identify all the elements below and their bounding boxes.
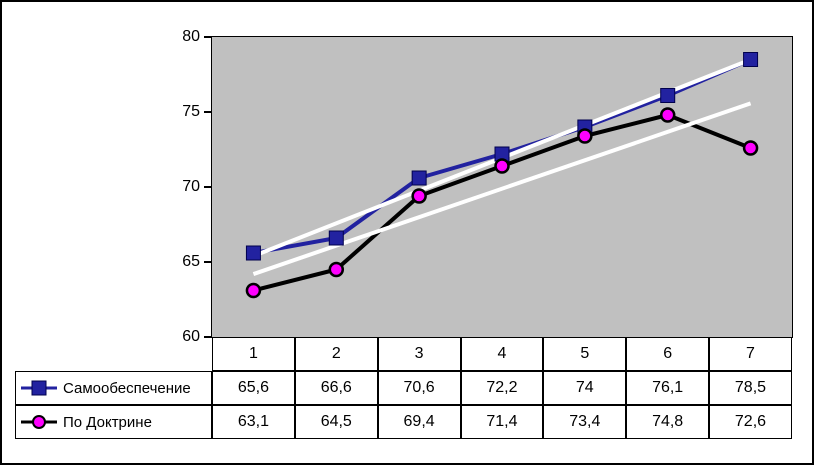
y-axis-tick (204, 336, 211, 338)
value-cell: 71,4 (460, 405, 544, 439)
legend-item: Самообеспечение (15, 371, 212, 405)
value-cell: 66,6 (294, 371, 378, 405)
legend-circle-marker-icon (21, 415, 57, 429)
marker-circle (577, 128, 593, 144)
value-cell: 78,5 (709, 371, 792, 405)
y-axis-tick (204, 36, 211, 38)
plot-area (211, 36, 793, 338)
marker-square (328, 230, 344, 246)
trendline (252, 101, 752, 276)
value-cell: 74 (543, 371, 627, 405)
category-cell: 3 (377, 337, 461, 371)
category-cell: 5 (543, 337, 627, 371)
value-cell: 64,5 (294, 405, 378, 439)
marker-circle (494, 158, 510, 174)
value-cell: 74,8 (626, 405, 710, 439)
value-cell: 72,2 (460, 371, 544, 405)
value-cell: 70,6 (377, 371, 461, 405)
value-cell: 65,6 (212, 371, 295, 405)
value-cell: 69,4 (377, 405, 461, 439)
table-corner-blank (15, 337, 212, 371)
marker-square (743, 52, 759, 67)
category-cell: 2 (294, 337, 378, 371)
y-axis-tick (204, 261, 211, 263)
marker-circle (245, 282, 262, 299)
value-cell: 76,1 (626, 371, 710, 405)
marker-circle (411, 188, 427, 204)
category-cell: 4 (460, 337, 544, 371)
value-cell: 63,1 (212, 405, 295, 439)
category-cell: 1 (212, 337, 295, 371)
y-axis-tick (204, 186, 211, 188)
chart-svg (245, 52, 759, 299)
y-axis-label: 80 (182, 28, 200, 45)
legend-square-marker-icon (21, 380, 57, 396)
marker-square (660, 88, 676, 103)
marker-circle (742, 140, 759, 156)
y-axis-label: 75 (182, 103, 200, 120)
marker-circle (328, 261, 345, 278)
series-line (252, 113, 752, 293)
legend-item: По Доктрине (15, 405, 212, 439)
marker-square (245, 245, 261, 261)
y-axis-label: 60 (182, 328, 200, 345)
series-label: Самообеспечение (63, 379, 191, 397)
series-label: По Доктрине (63, 413, 152, 431)
y-axis-label: 65 (182, 253, 200, 270)
value-cell: 72,6 (709, 405, 792, 439)
category-cell: 7 (709, 337, 792, 371)
y-axis-tick (204, 111, 211, 113)
marker-circle (659, 107, 676, 123)
y-axis-label: 70 (182, 178, 200, 195)
marker-square (411, 170, 427, 186)
category-cell: 6 (626, 337, 710, 371)
value-cell: 73,4 (543, 405, 627, 439)
data-table: 1 2 3 4 5 6 7 Самообеспечение 65,6 66,6 70,6 72,2 74… (15, 337, 792, 439)
